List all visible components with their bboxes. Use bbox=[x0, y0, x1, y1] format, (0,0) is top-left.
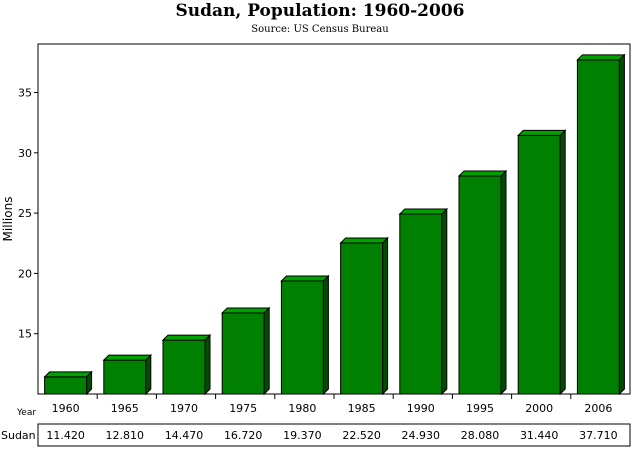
bar-top bbox=[516, 129, 567, 136]
bar-front bbox=[576, 59, 620, 395]
x-tick-label: 1975 bbox=[229, 402, 257, 415]
bar-top bbox=[220, 307, 271, 314]
bar-side bbox=[559, 129, 566, 396]
bar-front bbox=[340, 242, 384, 395]
bar-front bbox=[162, 339, 206, 395]
data-table-frame bbox=[37, 423, 631, 447]
bar-side bbox=[322, 274, 329, 396]
chart-subtitle: Source: US Census Bureau bbox=[251, 24, 389, 35]
bar-top bbox=[280, 275, 330, 282]
data-table-value: 12.810 bbox=[106, 429, 145, 442]
x-axis-label: Year bbox=[16, 408, 36, 418]
bar-side bbox=[204, 333, 211, 396]
x-tick-label: 1985 bbox=[348, 402, 376, 415]
chart-title: Sudan, Population: 1960-2006 bbox=[175, 1, 465, 21]
bar-top bbox=[339, 237, 389, 244]
bar bbox=[516, 129, 567, 396]
x-tick-label: 1990 bbox=[407, 402, 435, 415]
bar-front bbox=[458, 175, 502, 395]
bar bbox=[398, 207, 449, 396]
bar bbox=[280, 274, 330, 396]
x-axis: 1960 1965 1970 1975 1980 1985 1990 1995 2000 2006 bbox=[52, 394, 612, 415]
x-tick-label: 1980 bbox=[288, 402, 316, 415]
bar-side bbox=[86, 370, 93, 396]
bar bbox=[43, 370, 93, 396]
data-table-value: 28.080 bbox=[461, 429, 500, 442]
bar-top bbox=[576, 54, 626, 61]
bar-side bbox=[263, 306, 270, 396]
bar-front bbox=[103, 359, 147, 395]
x-tick-label: 1960 bbox=[52, 402, 80, 415]
bar-side bbox=[441, 207, 448, 396]
data-table-value: 24.930 bbox=[402, 429, 441, 442]
bar bbox=[576, 53, 626, 396]
y-tick-label: 25 bbox=[18, 207, 32, 220]
bar-top bbox=[457, 170, 508, 177]
y-axis: 15 20 25 30 35 bbox=[18, 87, 38, 341]
x-tick-label: 1995 bbox=[466, 402, 494, 415]
y-tick-label: 20 bbox=[18, 267, 32, 280]
x-tick-label: 1970 bbox=[170, 402, 198, 415]
bar-side bbox=[500, 169, 507, 396]
bar-front bbox=[280, 280, 324, 395]
y-tick-label: 30 bbox=[18, 147, 32, 160]
bar bbox=[339, 236, 389, 396]
data-table-value: 11.420 bbox=[46, 429, 85, 442]
bar bbox=[457, 169, 508, 396]
data-table-value: 16.720 bbox=[224, 429, 263, 442]
data-table-series-name: Sudan bbox=[1, 429, 36, 442]
data-table-value: 22.520 bbox=[342, 429, 381, 442]
bar-top bbox=[398, 208, 449, 215]
x-tick-label: 2000 bbox=[525, 402, 553, 415]
bar-side bbox=[145, 353, 152, 396]
bar-front bbox=[399, 213, 443, 395]
bar-top bbox=[43, 371, 93, 378]
bar bbox=[220, 306, 271, 396]
bar-front bbox=[517, 134, 561, 395]
y-tick-label: 35 bbox=[18, 87, 32, 100]
bar-front bbox=[221, 312, 265, 395]
bar-side bbox=[618, 53, 625, 396]
bar bbox=[102, 353, 153, 396]
data-table-value: 14.470 bbox=[165, 429, 204, 442]
data-table-value: 31.440 bbox=[520, 429, 559, 442]
y-tick-label: 15 bbox=[18, 328, 32, 341]
bar-top bbox=[102, 354, 153, 361]
x-tick-label: 2006 bbox=[584, 402, 612, 415]
data-table-value: 37.710 bbox=[579, 429, 618, 442]
data-table: 11.420 12.810 14.470 16.720 19.370 22.520 24.9… bbox=[46, 429, 617, 442]
bar bbox=[161, 333, 212, 396]
bar-front bbox=[44, 376, 88, 395]
bar-side bbox=[382, 236, 389, 396]
x-tick-label: 1965 bbox=[111, 402, 139, 415]
y-axis-label: Millions bbox=[1, 197, 15, 242]
data-table-value: 19.370 bbox=[283, 429, 322, 442]
bar-top bbox=[161, 334, 212, 341]
bars-group bbox=[43, 53, 626, 396]
